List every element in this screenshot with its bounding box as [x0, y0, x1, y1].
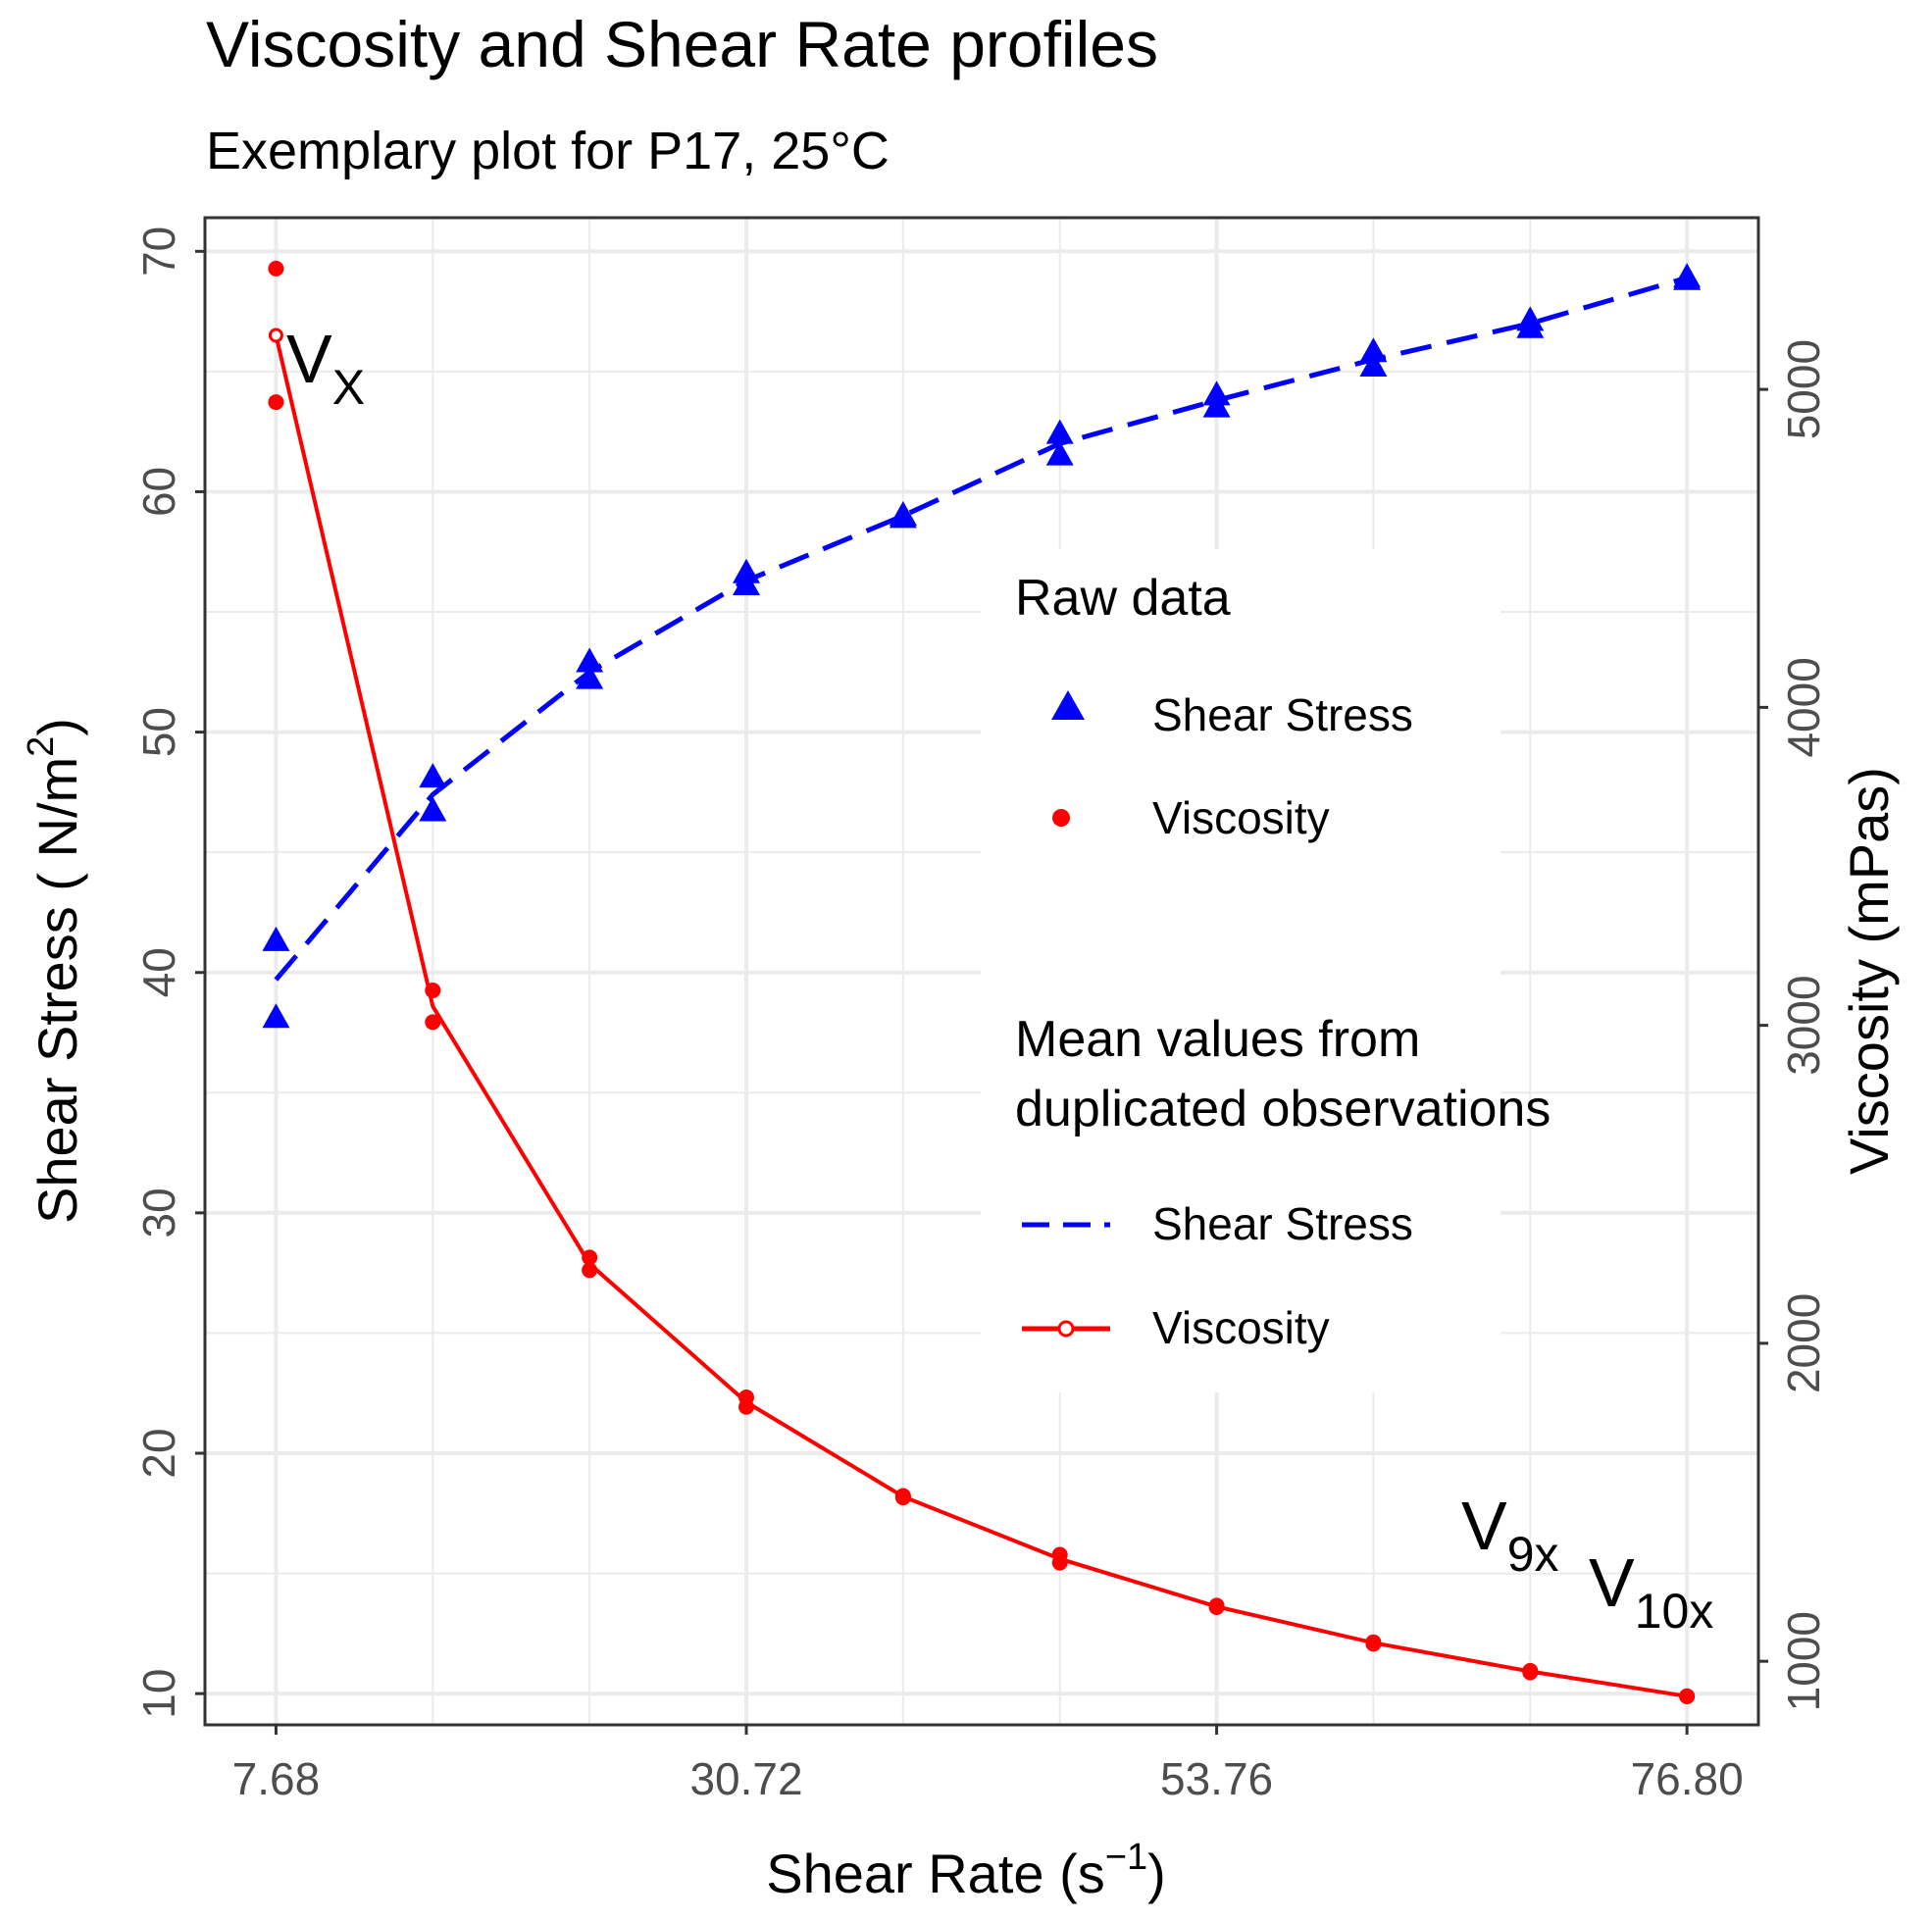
series-layer — [262, 260, 1702, 1704]
y2-tick-label: 3000 — [1778, 975, 1829, 1075]
legend-raw-viscosity-symbol — [1052, 809, 1070, 827]
legend-background — [981, 549, 1500, 1392]
y-axis-title-sup: 2 — [21, 736, 62, 757]
raw-shear-stress-point — [1359, 337, 1388, 363]
raw-shear-stress-point — [576, 647, 604, 673]
raw-shear-stress-point — [1516, 313, 1545, 338]
raw-viscosity-point — [1365, 1636, 1382, 1652]
x-tick-label: 7.68 — [232, 1753, 321, 1804]
y-axis-title-text: Shear Stress ( N/m — [26, 757, 88, 1224]
y-axis-title-end: ) — [26, 718, 88, 736]
y-tick-label: 60 — [133, 467, 184, 517]
raw-shear-stress-point — [262, 926, 290, 951]
mean-shear-stress-line — [274, 275, 1688, 982]
raw-shear-stress-point — [419, 796, 447, 822]
y-tick-label: 10 — [133, 1669, 184, 1719]
raw-viscosity-point — [582, 1262, 598, 1279]
raw-viscosity-point — [894, 1490, 911, 1506]
raw-shear-stress-point — [889, 503, 917, 529]
raw-shear-stress-point — [262, 1003, 290, 1029]
legend-mean-viscosity-marker — [1057, 1320, 1075, 1338]
x-axis-title: Shear Rate (s−1) — [766, 1837, 1165, 1904]
raw-shear-stress-point — [1202, 392, 1231, 418]
y2-tick-label: 5000 — [1778, 339, 1829, 439]
x-axis-title-sup: −1 — [1105, 1837, 1147, 1878]
x-tick-label: 53.76 — [1160, 1753, 1273, 1804]
x-tick-label: 76.80 — [1631, 1753, 1744, 1804]
legend-raw-viscosity-label: Viscosity — [1152, 792, 1330, 843]
legend-raw-title: Raw data — [1015, 570, 1231, 627]
legend-mean-title-line2: duplicated observations — [1015, 1081, 1551, 1137]
axes: 7.68 30.72 53.76 76.80 10 20 30 40 50 60 70 1000 200… — [133, 227, 1829, 1804]
raw-viscosity-point — [425, 1014, 441, 1031]
chart-title: Viscosity and Shear Rate profiles — [206, 8, 1158, 80]
annotation-v10x: V10x — [1589, 1544, 1713, 1639]
y-axis-title: Shear Stress ( N/m2) — [21, 718, 88, 1224]
legend-raw-stress-label: Shear Stress — [1152, 689, 1413, 740]
x-axis-title-text: Shear Rate (s — [766, 1843, 1105, 1904]
raw-viscosity-point — [582, 1249, 598, 1266]
raw-shear-stress-point — [1045, 419, 1074, 444]
annotation-vx-sub: X — [332, 360, 365, 415]
legend-mean-viscosity-label: Viscosity — [1152, 1302, 1330, 1353]
x-tick-label: 30.72 — [689, 1753, 802, 1804]
mean-viscosity-line — [274, 334, 1688, 1698]
annotation-v9x-sub: 9x — [1507, 1527, 1559, 1582]
raw-shear-stress-point — [419, 763, 447, 788]
y-tick-label: 40 — [133, 947, 184, 997]
raw-viscosity-point — [1522, 1664, 1539, 1681]
raw-shear-stress-point — [1673, 265, 1702, 290]
y2-tick-label: 4000 — [1778, 657, 1829, 757]
annotation-vx-label: V — [286, 321, 332, 397]
y-tick-label: 20 — [133, 1428, 184, 1478]
y-tick-label: 30 — [133, 1187, 184, 1238]
legend-mean-stress-label: Shear Stress — [1152, 1198, 1413, 1249]
annotations: VX V9x V10x — [286, 321, 1713, 1639]
raw-viscosity-point — [1051, 1554, 1068, 1571]
annotation-v10x-sub: 10x — [1635, 1584, 1714, 1639]
mean-viscosity-marker — [268, 328, 283, 343]
raw-viscosity-point — [1679, 1688, 1696, 1704]
raw-shear-stress-point — [1045, 440, 1074, 466]
y-tick-label: 70 — [133, 227, 184, 277]
legend-mean-title-line1: Mean values from — [1015, 1011, 1420, 1068]
raw-viscosity-point — [1208, 1599, 1225, 1616]
annotation-v9x: V9x — [1461, 1488, 1559, 1582]
raw-shear-stress-point — [1359, 351, 1388, 377]
raw-shear-stress-point — [733, 571, 761, 596]
raw-viscosity-point — [268, 394, 284, 411]
raw-shear-stress-point — [576, 664, 604, 689]
annotation-v9x-label: V — [1461, 1488, 1507, 1564]
y2-tick-label: 1000 — [1778, 1611, 1829, 1711]
raw-viscosity-point — [268, 260, 284, 277]
raw-viscosity-point — [738, 1398, 755, 1415]
annotation-v10x-label: V — [1589, 1544, 1635, 1621]
y-tick-label: 50 — [133, 707, 184, 757]
x-axis-title-end: ) — [1147, 1843, 1166, 1904]
annotation-vx: VX — [286, 321, 365, 415]
legend: Raw data Shear Stress Viscosity Mean val… — [1015, 570, 1551, 1353]
y2-tick-label: 2000 — [1778, 1293, 1829, 1393]
chart-subtitle: Exemplary plot for P17, 25°C — [206, 122, 890, 180]
legend-raw-stress-symbol — [1051, 690, 1085, 720]
y2-axis-title: Viscosity (mPas) — [1838, 767, 1900, 1175]
raw-viscosity-point — [425, 982, 441, 998]
